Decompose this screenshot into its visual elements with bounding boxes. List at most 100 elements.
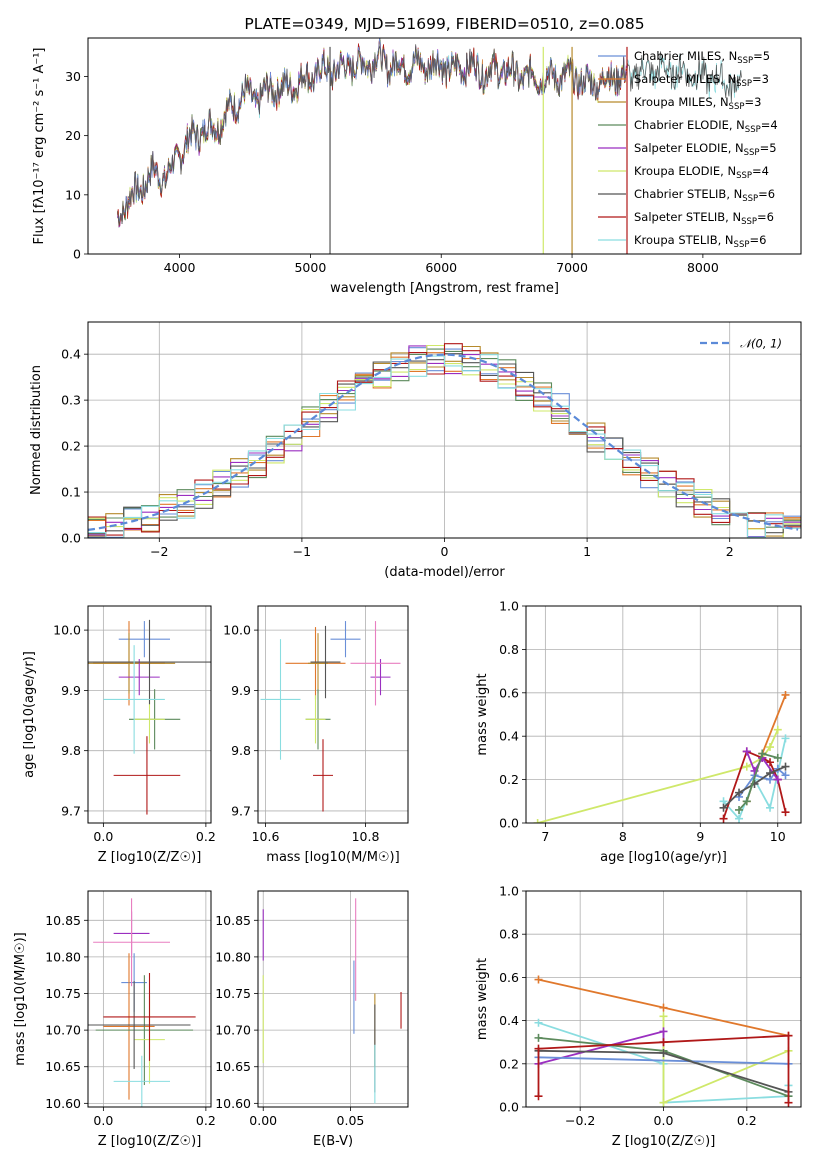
x-tick-label: 0.05 xyxy=(337,1113,365,1128)
y-axis-label: mass weight xyxy=(475,673,490,755)
y-axis-label: Flux [fλ10⁻¹⁷ erg cm⁻² s⁻¹ A⁻¹] xyxy=(32,48,47,245)
y-tick-label: 0.0 xyxy=(61,531,81,546)
weight-line xyxy=(738,752,779,811)
legend-text: =3 xyxy=(752,72,769,86)
weight-marker xyxy=(742,797,751,806)
axes-frame xyxy=(257,890,409,1108)
weight-marker xyxy=(773,725,782,734)
weight-marker xyxy=(534,1018,543,1027)
y-tick-label: 0.4 xyxy=(499,1013,519,1028)
y-tick-label: 10.70 xyxy=(215,1023,251,1038)
x-axis-label: age [log10(age/yr)] xyxy=(600,850,727,865)
legend-text: Kroupa MILES, N xyxy=(634,95,729,109)
x-axis-label: (data-model)/error xyxy=(384,565,505,580)
weight-marker xyxy=(534,1044,543,1053)
weight-marker xyxy=(534,1033,543,1042)
chart-title: PLATE=0349, MJD=51699, FIBERID=0510, z=0… xyxy=(244,15,644,33)
y-tick-label: 30 xyxy=(65,69,81,84)
error-bar xyxy=(370,659,391,696)
weight-marker xyxy=(781,808,790,817)
weight-marker xyxy=(659,1098,668,1107)
y-tick-label: 0 xyxy=(73,247,81,262)
weight-marker xyxy=(735,788,744,797)
x-tick-label: −0.2 xyxy=(565,1113,595,1128)
legend-sub: SSP xyxy=(736,171,752,181)
x-tick-label: 8000 xyxy=(687,260,719,275)
legend-text: Chabrier MILES, N xyxy=(634,49,737,63)
error-bar xyxy=(330,621,361,658)
weight-marker xyxy=(659,1003,668,1012)
axes-frame xyxy=(525,890,802,1108)
legend-text: =5 xyxy=(753,49,770,63)
y-tick-label: 10.65 xyxy=(45,1059,81,1074)
error-bar xyxy=(95,975,194,1086)
legend-entry: Salpeter STELIB, NSSP=6 xyxy=(634,210,774,227)
x-tick-label: 4000 xyxy=(164,260,196,275)
axes-frame xyxy=(257,605,409,824)
x-tick-label: 0.0 xyxy=(93,1113,113,1128)
x-tick-label: 9 xyxy=(696,829,704,844)
y-tick-label: 9.7 xyxy=(61,803,81,818)
x-axis-label: Z [log10(Z/Z☉)] xyxy=(98,1134,202,1149)
error-bar xyxy=(118,621,170,658)
y-tick-label: 9.9 xyxy=(61,683,81,698)
y-tick-label: 0.6 xyxy=(499,685,519,700)
axes-frame xyxy=(87,37,802,255)
histogram-series xyxy=(88,354,801,538)
legend-sub: SSP xyxy=(745,125,761,135)
y-tick-label: 10.70 xyxy=(45,1023,81,1038)
error-bar xyxy=(113,1055,170,1107)
y-tick-label: 0.4 xyxy=(61,347,81,362)
x-axis-label: wavelength [Angstrom, rest frame] xyxy=(330,281,559,296)
y-tick-label: 20 xyxy=(65,128,81,143)
spectrum-line xyxy=(117,44,742,226)
legend-sub: SSP xyxy=(741,217,757,227)
plot-area xyxy=(262,898,402,1104)
weight-marker xyxy=(742,762,751,771)
x-axis-label: mass [log10(M/M☉)] xyxy=(266,850,399,865)
panel-mass_vs_EBV: 0.00 0.05 10.60 10.65 10.70 10.75 10.80 10.85 E(… xyxy=(215,890,409,1149)
x-tick-label: 0.0 xyxy=(654,1113,674,1128)
x-tick-label: 10.6 xyxy=(252,829,280,844)
y-tick-label: 10.75 xyxy=(215,986,251,1001)
weight-marker xyxy=(735,814,744,823)
legend-text: Chabrier ELODIE, N xyxy=(634,118,745,132)
y-tick-label: 0.6 xyxy=(499,970,519,985)
legend-text: Salpeter ELODIE, N xyxy=(634,141,744,155)
weight-marker xyxy=(766,758,775,767)
y-tick-label: 9.8 xyxy=(231,743,251,758)
y-tick-label: 0.0 xyxy=(499,1100,519,1115)
x-tick-label: 0.2 xyxy=(196,1113,216,1128)
axes-frame xyxy=(87,890,212,1108)
legend-sub: SSP xyxy=(744,148,760,158)
weight-marker xyxy=(781,734,790,743)
error-bar xyxy=(103,645,165,754)
error-bar xyxy=(103,953,155,1100)
weight-line xyxy=(722,750,787,819)
y-tick-label: 0.4 xyxy=(499,729,519,744)
x-tick-label: −2 xyxy=(150,544,168,559)
x-axis-label: E(B-V) xyxy=(313,1134,353,1149)
error-bar xyxy=(260,639,301,760)
error-bar xyxy=(88,619,211,705)
weight-marker xyxy=(659,1012,668,1021)
y-axis-label: age [log10(age/yr)] xyxy=(22,651,37,778)
legend-sub: SSP xyxy=(734,240,750,250)
legend-text: Chabrier STELIB, N xyxy=(634,187,742,201)
error-bar xyxy=(113,736,181,815)
error-bar xyxy=(313,739,333,812)
y-tick-label: 0.3 xyxy=(61,393,81,408)
weight-marker xyxy=(766,769,775,778)
x-tick-label: 10 xyxy=(770,829,786,844)
error-bar xyxy=(118,659,160,696)
weight-marker xyxy=(659,1027,668,1036)
plot-area xyxy=(534,975,793,1107)
x-tick-label: 7000 xyxy=(556,260,588,275)
error-bar xyxy=(93,898,170,987)
weight-marker xyxy=(781,762,790,771)
panel-age_vs_mass: 10.6 10.8 9.7 9.8 9.9 10.0 mass [log10(M/M☉)] xyxy=(223,605,409,865)
weight-line xyxy=(537,729,779,823)
axes-frame xyxy=(525,605,802,824)
legend-entry: Chabrier STELIB, NSSP=6 xyxy=(634,187,775,204)
